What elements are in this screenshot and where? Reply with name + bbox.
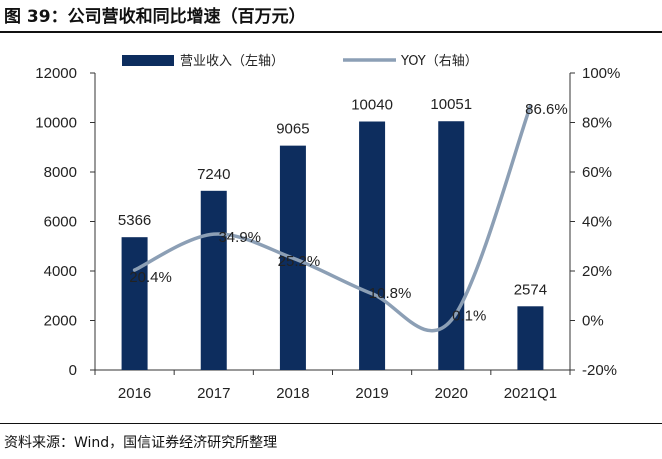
legend-line-label: YOY（右轴） xyxy=(400,54,478,69)
right-tick-label: 80% xyxy=(582,115,612,132)
revenue-bar xyxy=(517,306,544,370)
yoy-series-line xyxy=(132,104,533,333)
revenue-bar xyxy=(121,237,148,370)
yoy-value-label: 86.6% xyxy=(525,101,568,118)
yoy-value-label: 0.1% xyxy=(452,307,486,324)
revenue-bar xyxy=(438,121,465,370)
chart-legend: 营业收入（左轴） YOY（右轴） xyxy=(122,54,478,69)
right-tick-label: 100% xyxy=(582,65,620,82)
x-tick-label: 2020 xyxy=(435,385,468,402)
right-tick-label: 0% xyxy=(582,313,604,330)
left-tick-label: 10000 xyxy=(35,115,77,132)
data-labels: 5366 7240 9065 10040 10051 2574 20.4% 34.9% 25.2… xyxy=(118,96,568,324)
x-tick-label: 2018 xyxy=(276,385,309,402)
left-tick-label: 4000 xyxy=(44,263,77,280)
revenue-bars xyxy=(121,121,544,370)
x-tick-label: 2016 xyxy=(118,385,151,402)
left-tick-label: 8000 xyxy=(44,164,77,181)
figure-title: 图 39：公司营收和同比增速（百万元） xyxy=(4,7,306,27)
revenue-value-label: 10051 xyxy=(430,96,472,113)
yoy-value-label: 20.4% xyxy=(129,269,172,286)
revenue-value-label: 9065 xyxy=(276,121,309,138)
left-tick-label: 12000 xyxy=(35,65,77,82)
legend-bar-swatch xyxy=(122,55,174,66)
yoy-value-label: 10.8% xyxy=(369,285,412,302)
revenue-value-label: 10040 xyxy=(351,97,393,114)
left-tick-label: 2000 xyxy=(44,313,77,330)
chart-axes: 0 2000 4000 6000 8000 10000 12000 -20% 0% 20% 40% 6… xyxy=(35,65,620,402)
revenue-value-label: 7240 xyxy=(197,166,230,183)
left-tick-label: 6000 xyxy=(44,214,77,231)
yoy-value-label: 25.2% xyxy=(278,253,321,270)
right-tick-label: 20% xyxy=(582,263,612,280)
yoy-value-label: 34.9% xyxy=(218,229,261,246)
right-tick-label: 60% xyxy=(582,164,612,181)
revenue-value-label: 2574 xyxy=(514,281,547,298)
right-tick-label: 40% xyxy=(582,214,612,231)
revenue-bar xyxy=(200,190,227,370)
source-note: 资料来源：Wind，国信证券经济研究所整理 xyxy=(4,435,278,451)
right-tick-label: -20% xyxy=(582,362,617,379)
x-tick-label: 2019 xyxy=(355,385,388,402)
x-tick-label: 2021Q1 xyxy=(504,385,557,402)
source-rule xyxy=(0,423,662,424)
revenue-value-label: 5366 xyxy=(118,212,151,229)
left-tick-label: 0 xyxy=(69,362,77,379)
title-rule xyxy=(0,31,662,33)
x-tick-label: 2017 xyxy=(197,385,230,402)
yoy-line xyxy=(132,104,533,333)
legend-bar-label: 营业收入（左轴） xyxy=(180,54,284,69)
revenue-bar xyxy=(359,121,386,370)
